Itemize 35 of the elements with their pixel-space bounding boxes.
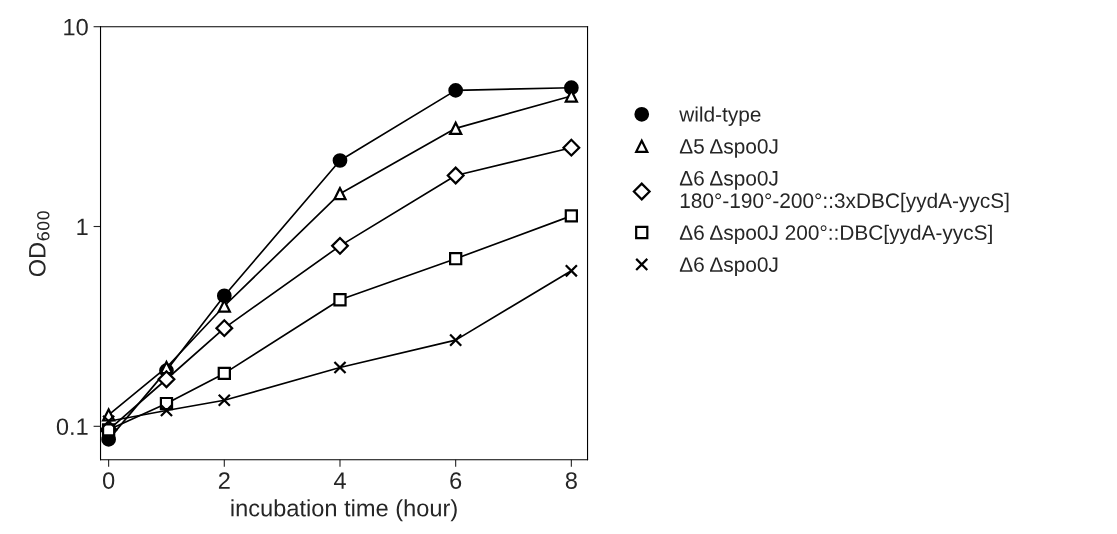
point <box>215 319 234 338</box>
y-tick-label: 10 <box>64 18 88 36</box>
point <box>217 366 231 381</box>
point <box>449 252 463 266</box>
point <box>159 403 174 418</box>
y-axis-title: OD$_{600}$ <box>28 211 50 277</box>
point <box>217 393 231 407</box>
point <box>333 360 347 375</box>
point <box>562 138 581 157</box>
x-axis-title: incubation time (hour) <box>231 499 457 522</box>
point <box>216 288 232 304</box>
legend-label: Δ6 Δspo0J 180°-190°-200°::3xDBC[yydA-yycS] <box>679 170 1009 213</box>
legend-label: Δ6 Δspo0J <box>679 257 778 277</box>
x-tick-label: 8 <box>565 472 577 489</box>
point <box>564 209 579 223</box>
x-tick-label: 0 <box>102 472 115 489</box>
point <box>449 121 463 135</box>
point <box>564 264 579 278</box>
point <box>449 333 463 347</box>
x-tick-label: 2 <box>218 472 230 489</box>
point <box>446 166 465 185</box>
point <box>157 370 176 389</box>
point <box>333 187 347 201</box>
legend-label: Δ5 Δspo0J <box>679 138 778 158</box>
x-tick-label: 4 <box>333 472 346 489</box>
point <box>101 414 116 428</box>
y-tick-label: 0.1 <box>56 418 88 436</box>
point <box>331 236 349 255</box>
point <box>448 83 464 98</box>
legend-label: wild-type <box>679 106 761 126</box>
point <box>333 293 347 307</box>
y-tick-label: 1 <box>77 218 88 236</box>
x-tick-label: 6 <box>450 472 462 489</box>
legend-label: Δ6 Δspo0J 200°::DBC[yydA-yycS] <box>679 224 992 245</box>
point <box>332 153 348 168</box>
